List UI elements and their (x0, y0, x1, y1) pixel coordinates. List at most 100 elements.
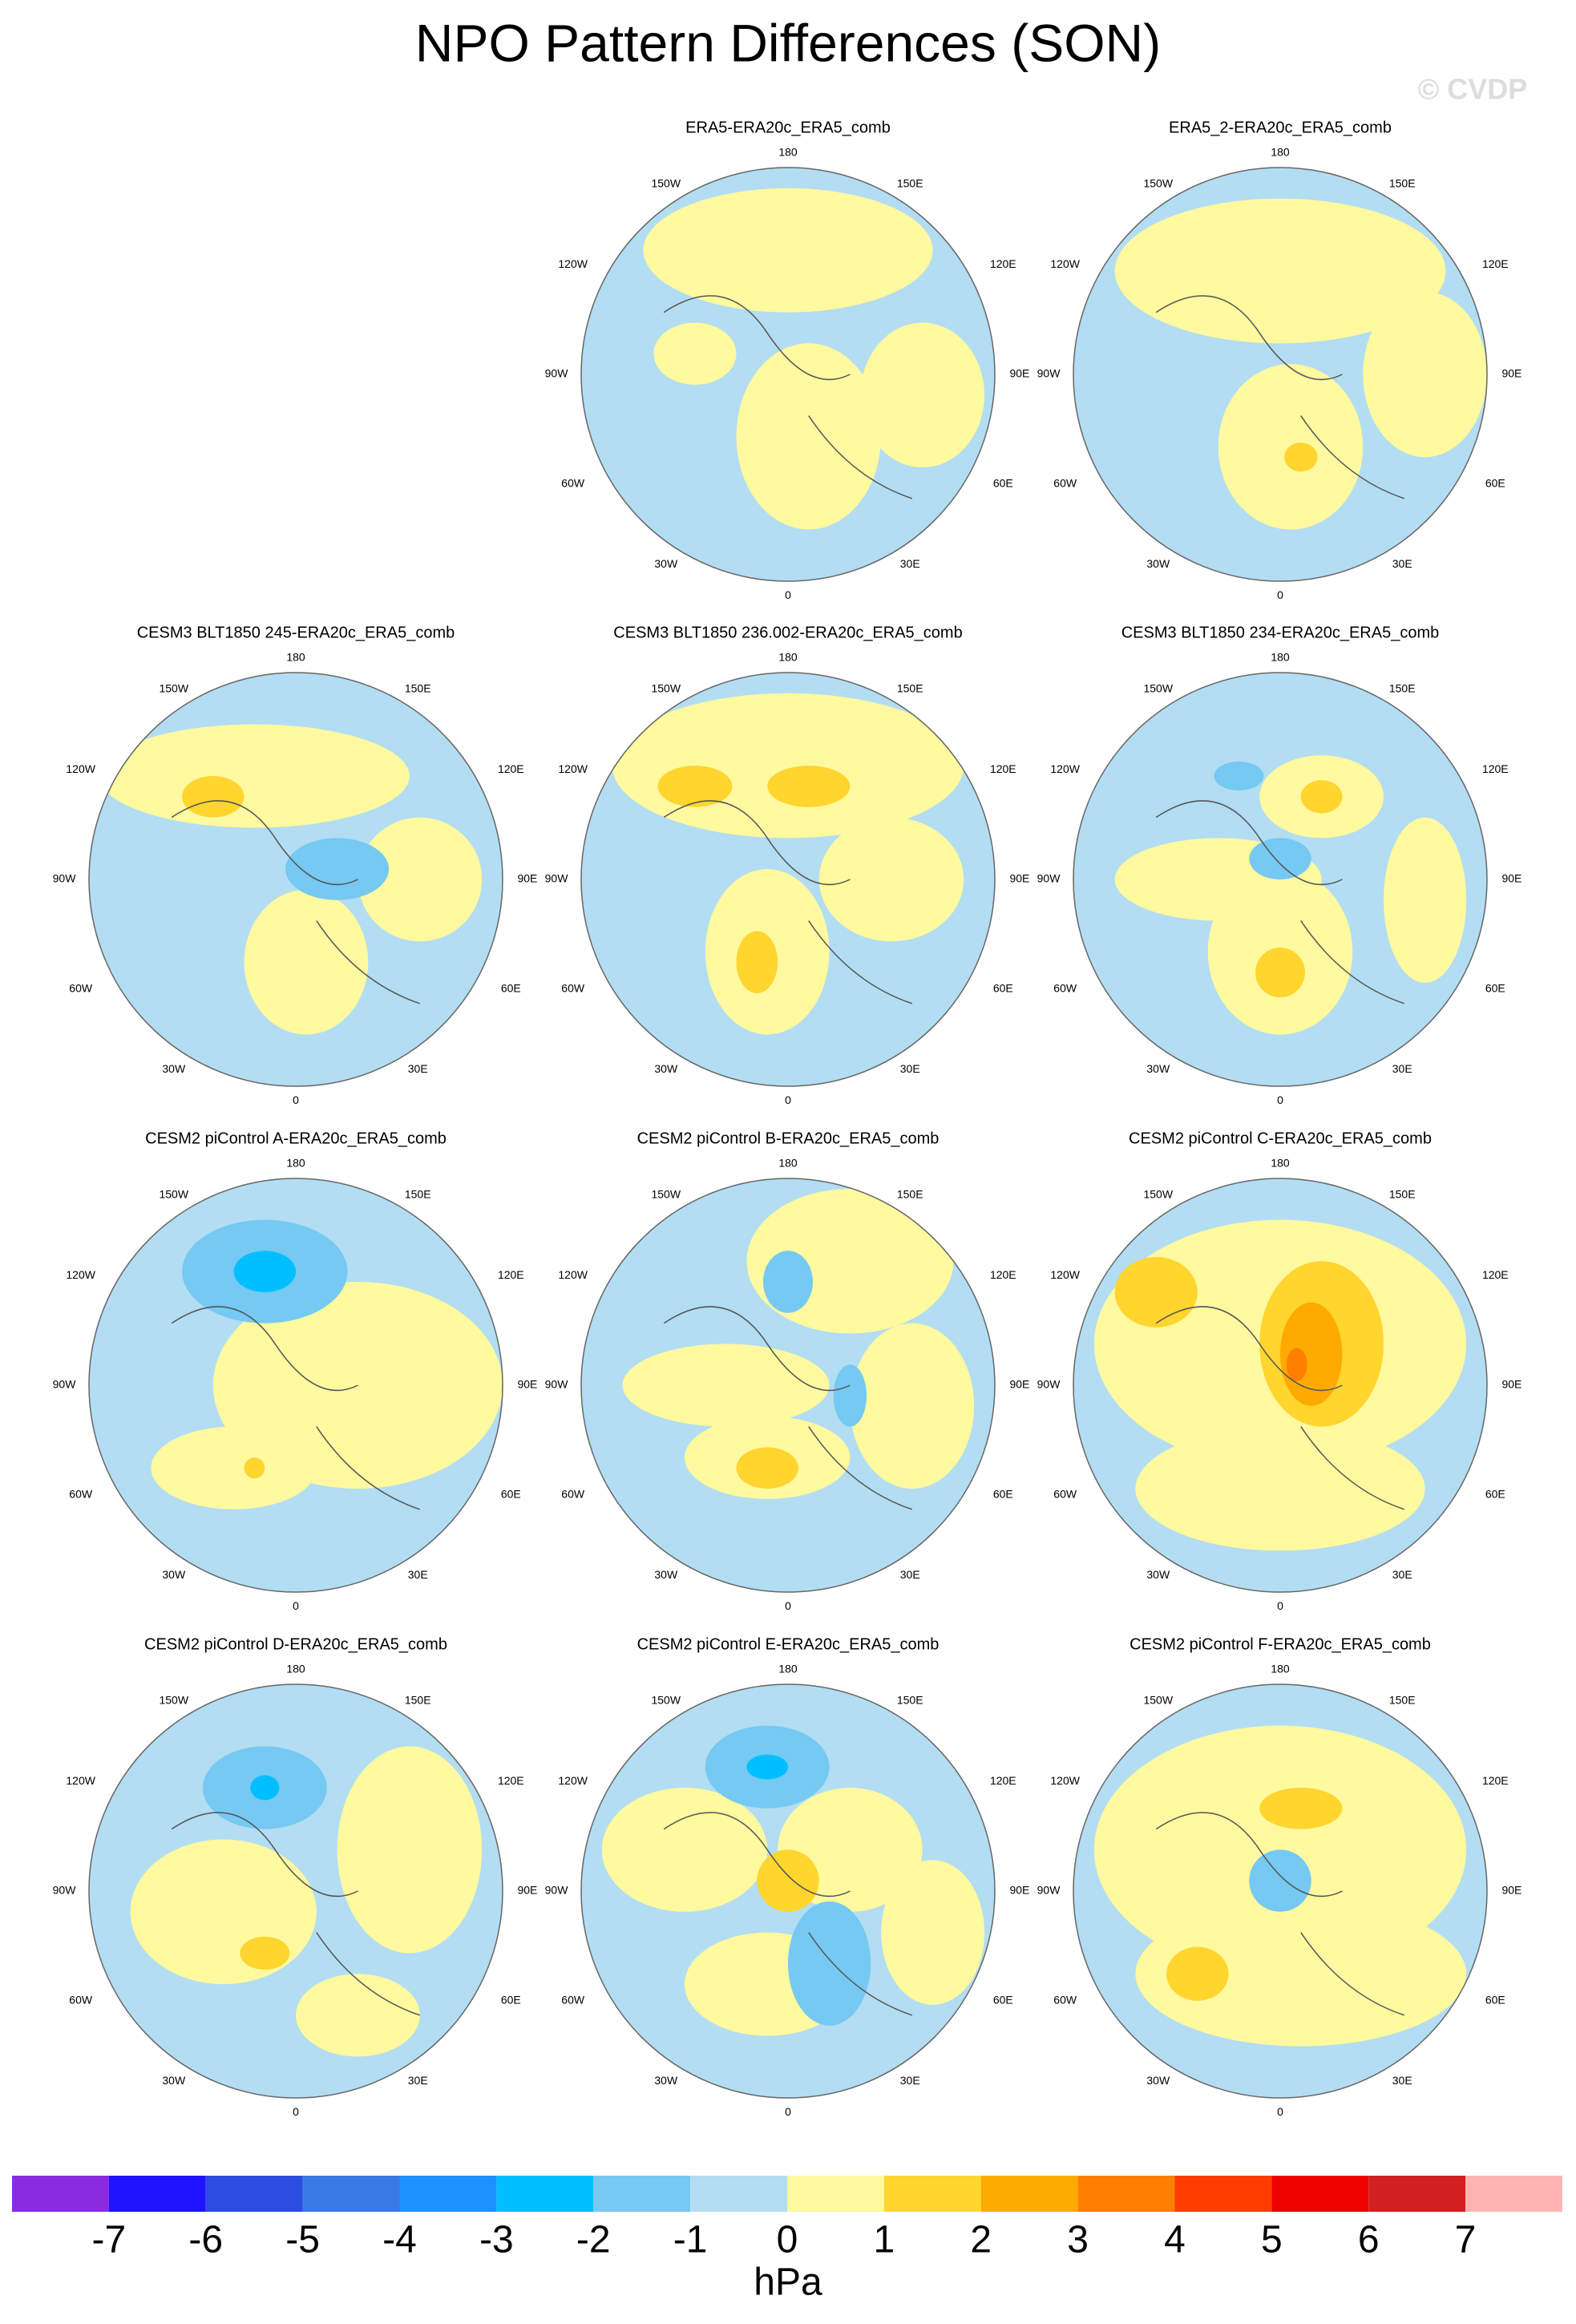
longitude-label: 60W (69, 981, 93, 994)
map-panel: CESM2 piControl C-ERA20c_ERA5_comb 180 150… (1037, 1130, 1522, 1611)
coastline (1155, 1306, 1405, 1510)
contour-region (818, 817, 964, 942)
longitude-label: 120E (498, 1774, 524, 1787)
longitude-label: 60E (1485, 1487, 1505, 1500)
contour-region (833, 1364, 867, 1427)
map-field (581, 168, 995, 581)
colorbar-box (496, 2176, 594, 2212)
colorbar-label: 4 (1164, 2219, 1186, 2261)
map-field (89, 1178, 503, 1592)
longitude-label: 60W (1053, 981, 1077, 994)
longitude-label: 60E (1485, 1993, 1505, 2006)
contour-region (653, 322, 737, 385)
colorbar-label: -4 (382, 2219, 417, 2261)
longitude-label: 90W (545, 1884, 569, 1897)
coastline (663, 800, 913, 1004)
panel-title: CESM3 BLT1850 245-ERA20c_ERA5_comb (137, 624, 455, 641)
longitude-label: 60W (69, 1993, 93, 2006)
colorbar-box (593, 2176, 691, 2212)
longitude-label: 30E (900, 1062, 920, 1075)
longitude-label: 60E (993, 1993, 1013, 2006)
longitude-label: 90E (1501, 872, 1521, 885)
colorbar-label: -1 (673, 2219, 708, 2261)
colorbar-label: 2 (970, 2219, 992, 2261)
map-border (580, 1178, 996, 1593)
colorbar-box (302, 2176, 400, 2212)
contour-region (850, 1323, 975, 1489)
panel-title: CESM2 piControl F-ERA20c_ERA5_comb (1129, 1635, 1431, 1653)
longitude-label: 150E (1389, 176, 1416, 189)
contour-region (881, 1860, 985, 2005)
colorbar-unit: hPa (754, 2261, 822, 2304)
longitude-label: 90W (53, 872, 77, 885)
longitude-label: 150E (405, 1693, 431, 1706)
contour-region (1114, 198, 1446, 344)
longitude-label: 150W (1143, 681, 1173, 694)
map-border (580, 1683, 996, 2099)
longitude-label: 0 (785, 1599, 791, 1612)
longitude-label: 120W (66, 1774, 95, 1787)
longitude-label: 30W (1146, 557, 1170, 570)
longitude-label: 180 (778, 1157, 798, 1170)
longitude-label: 30E (1392, 1062, 1412, 1075)
panel-title: CESM2 piControl E-ERA20c_ERA5_comb (637, 1635, 940, 1653)
coastline (1155, 295, 1405, 499)
longitude-label: 150W (651, 681, 681, 694)
map-border (88, 1178, 503, 1593)
longitude-label: 60W (561, 1487, 585, 1500)
coastline (171, 800, 421, 1004)
coastline (663, 1306, 913, 1510)
map-panel: CESM2 piControl F-ERA20c_ERA5_comb 180 150… (1037, 1635, 1522, 2117)
longitude-label: 30W (1146, 2074, 1170, 2087)
longitude-label: 150E (897, 681, 923, 694)
longitude-label: 150E (1389, 681, 1416, 694)
longitude-label: 150E (897, 1693, 923, 1706)
colorbar-box (883, 2176, 981, 2212)
longitude-label: 150E (897, 176, 923, 189)
longitude-label: 180 (1271, 1157, 1290, 1170)
longitude-label: 120W (1050, 1774, 1080, 1787)
longitude-label: 60E (501, 1487, 521, 1500)
contour-region (746, 1754, 788, 1780)
contour-region (337, 1746, 483, 1954)
watermark: © CVDP (1418, 73, 1528, 106)
longitude-label: 90E (1501, 1884, 1521, 1897)
longitude-label: 120W (558, 1774, 588, 1787)
longitude-label: 90W (1037, 367, 1061, 380)
longitude-label: 150E (897, 1187, 923, 1200)
longitude-label: 120E (990, 762, 1016, 775)
map-panel: CESM3 BLT1850 245-ERA20c_ERA5_comb 180 150… (53, 624, 538, 1105)
contour-region (1249, 838, 1311, 879)
contour-region (1214, 761, 1264, 791)
longitude-label: 90W (545, 367, 569, 380)
map-panel: ERA5-ERA20c_ERA5_comb 180 150E 120E 90E 60E 30… (545, 119, 1030, 600)
longitude-label: 30E (408, 1062, 428, 1075)
contour-region (233, 1251, 296, 1292)
longitude-label: 150W (651, 1187, 681, 1200)
longitude-label: 30W (1146, 1062, 1170, 1075)
longitude-label: 30W (162, 1568, 186, 1581)
contour-region (1284, 443, 1318, 472)
longitude-label: 30W (162, 1062, 186, 1075)
longitude-label: 180 (286, 651, 305, 664)
longitude-label: 0 (785, 588, 791, 601)
longitude-label: 180 (1271, 146, 1290, 159)
contour-region (250, 1775, 280, 1801)
longitude-label: 30W (654, 557, 678, 570)
contour-region (657, 766, 733, 807)
map-border (1073, 1178, 1488, 1593)
longitude-label: 150W (1143, 1693, 1173, 1706)
colorbar-box (399, 2176, 497, 2212)
map-panel: CESM2 piControl A-ERA20c_ERA5_comb 180 150… (53, 1130, 538, 1611)
map-panel: ERA5_2-ERA20c_ERA5_comb 180 150E 120E 90E 60E… (1037, 119, 1522, 600)
colorbar-label: -7 (92, 2219, 127, 2261)
map-panel: CESM2 piControl D-ERA20c_ERA5_comb 180 150… (53, 1635, 538, 2117)
colorbar-box (1368, 2176, 1466, 2212)
colorbar-box (1174, 2176, 1272, 2212)
longitude-label: 120W (1050, 1268, 1080, 1281)
contour-region (1259, 1788, 1343, 1829)
coastline (171, 1306, 421, 1510)
colorbar-box (690, 2176, 787, 2212)
map-border (580, 672, 996, 1087)
longitude-label: 0 (293, 1599, 299, 1612)
